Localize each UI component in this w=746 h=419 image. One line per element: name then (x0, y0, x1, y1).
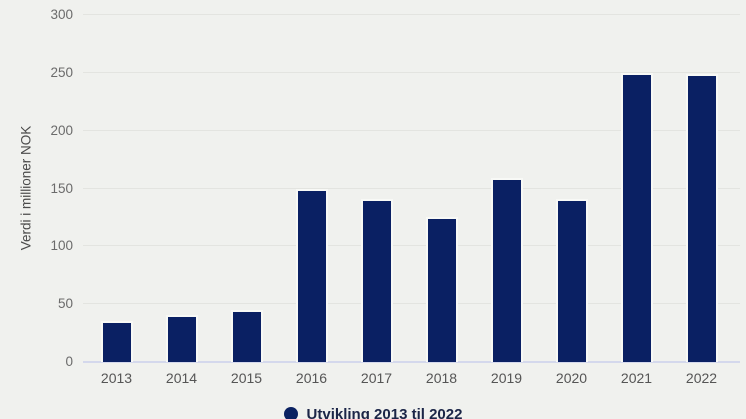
legend-label: Utvikling 2013 til 2022 (306, 406, 463, 419)
bar-band-2019 (474, 15, 539, 362)
bar-band-2016 (279, 15, 344, 362)
bar-2015 (230, 310, 263, 362)
x-tick-label-2017: 2017 (360, 370, 393, 386)
bar-band-2018 (409, 15, 474, 362)
y-tick-label-300: 300 (50, 7, 73, 22)
y-tick-label-200: 200 (50, 122, 73, 138)
bar-2014 (165, 314, 198, 362)
bar-2019 (490, 178, 523, 362)
bar-band-2017 (344, 15, 409, 362)
y-tick-label-150: 150 (50, 180, 73, 196)
bar-2018 (425, 216, 458, 362)
gridline-150 (83, 187, 740, 189)
x-tick-label-2014: 2014 (165, 370, 198, 386)
gridline-100 (83, 245, 740, 247)
bar-band-2015 (214, 15, 279, 362)
x-tick-label-2015: 2015 (230, 370, 263, 386)
legend: Utvikling 2013 til 2022 (0, 406, 746, 419)
bar-2021 (620, 73, 653, 362)
gridline-50 (83, 303, 740, 305)
gridline-300 (83, 14, 740, 15)
x-tick-label-2019: 2019 (490, 370, 523, 386)
bar-band-2021 (604, 15, 669, 362)
gridline-200 (83, 129, 740, 131)
x-axis-tick-labels: 2013 2014 2015 2016 2017 2018 2019 2020 2021 2022 (84, 370, 734, 386)
x-tick-label-2021: 2021 (620, 370, 653, 386)
x-axis-baseline (83, 361, 740, 363)
y-tick-label-0: 0 (65, 354, 73, 369)
bar-2013 (100, 320, 133, 362)
legend-marker-icon (283, 407, 298, 419)
y-tick-label-50: 50 (57, 296, 73, 312)
bar-band-2020 (539, 15, 604, 362)
gridline-250 (83, 71, 740, 73)
bar-band-2013 (84, 15, 149, 362)
bar-band-2022 (669, 15, 734, 362)
bar-2022 (685, 74, 718, 362)
x-tick-label-2016: 2016 (295, 370, 328, 386)
y-tick-label-250: 250 (50, 64, 73, 80)
plot-area (83, 14, 740, 363)
bar-band-2014 (149, 15, 214, 362)
x-tick-label-2020: 2020 (555, 370, 588, 386)
bar-2020 (555, 199, 588, 362)
bars-group (84, 15, 734, 362)
x-tick-label-2013: 2013 (100, 370, 133, 386)
x-tick-label-2018: 2018 (425, 370, 458, 386)
bar-2017 (360, 199, 393, 362)
bar-2016 (295, 188, 328, 362)
y-tick-label-100: 100 (50, 238, 73, 254)
x-tick-label-2022: 2022 (685, 370, 718, 386)
